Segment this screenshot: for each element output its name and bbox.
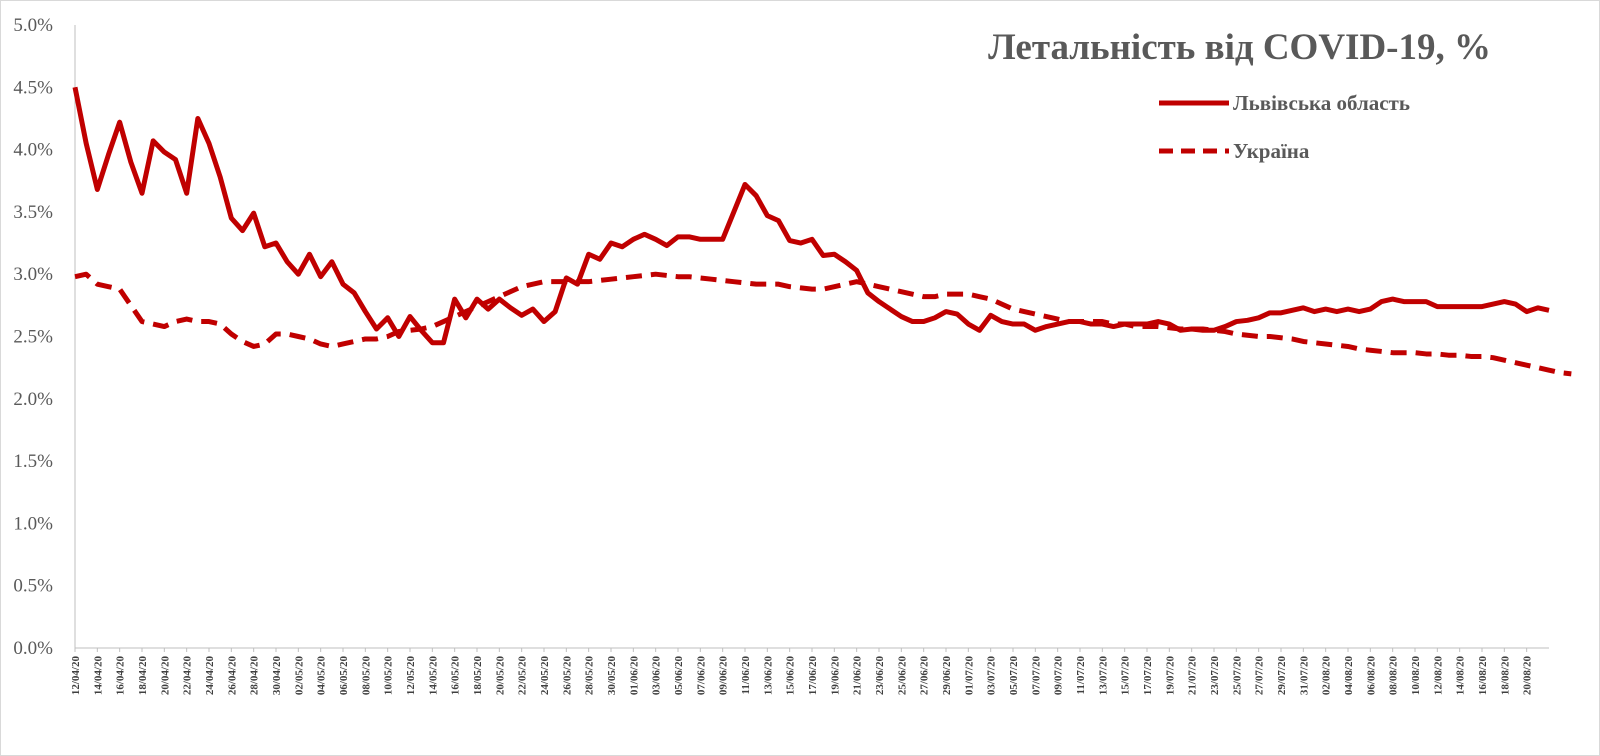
y-tick-label: 3.0% [13,264,53,285]
x-tick-label: 09/06/20 [718,656,730,696]
x-tick-label: 28/04/20 [249,656,261,696]
x-tick-label: 21/07/20 [1187,656,1199,696]
x-tick-label: 05/06/20 [673,656,685,696]
x-tick-label: 18/04/20 [137,656,149,696]
x-tick-label: 12/05/20 [405,656,417,696]
x-tick-label: 01/06/20 [628,656,640,696]
x-tick-label: 04/08/20 [1343,656,1355,696]
x-tick-label: 06/08/20 [1365,656,1377,696]
series-layer [72,86,1572,377]
x-tick-label: 08/05/20 [360,656,372,696]
x-tick-label: 27/07/20 [1254,656,1266,696]
x-tick-label: 02/08/20 [1321,656,1333,696]
x-tick-label: 14/05/20 [427,656,439,696]
series-line-lviv [72,86,1550,346]
x-tick-label: 01/07/20 [963,656,975,696]
legend-label-ukraine: Україна [1233,139,1310,163]
x-tick-label: 14/08/20 [1455,656,1467,696]
x-tick-label: 22/04/20 [182,656,194,696]
x-tick-label: 18/05/20 [472,656,484,696]
x-tick-label: 12/08/20 [1432,656,1444,696]
x-tick-label: 17/06/20 [807,656,819,696]
x-tick-label: 23/06/20 [874,656,886,696]
series-line-ukraine [74,271,1572,377]
x-tick-label: 29/06/20 [941,656,953,696]
y-tick-label: 0.0% [13,638,53,659]
x-tick-label: 20/08/20 [1522,656,1534,696]
x-tick-label: 15/06/20 [785,656,797,696]
y-tick-label: 2.5% [13,327,53,348]
x-tick-label: 12/04/20 [70,656,82,696]
x-tick-label: 27/06/20 [919,656,931,696]
x-tick-label: 13/07/20 [1097,656,1109,696]
y-tick-label: 4.5% [13,77,53,98]
legend: Львівська область Україна [1159,91,1410,163]
x-tick-label: 17/07/20 [1142,656,1154,696]
x-tick-label: 31/07/20 [1298,656,1310,696]
x-tick-label: 05/07/20 [1008,656,1020,696]
x-tick-label: 20/05/20 [494,656,506,696]
x-tick-label: 16/04/20 [115,656,127,696]
axes: 0.0% 0.5% 1.0% 1.5% 2.0% 2.5% 3.0% 3.5% 4.0% 4.5%… [13,15,1549,695]
y-tick-label: 5.0% [13,15,53,36]
x-tick-label: 18/08/20 [1499,656,1511,696]
x-tick-label: 16/08/20 [1477,656,1489,696]
x-tick-label: 03/06/20 [651,656,663,696]
x-tick-label: 16/05/20 [450,656,462,696]
x-tick-label: 04/05/20 [316,656,328,696]
x-tick-label: 14/04/20 [92,656,104,696]
x-tick-label: 30/04/20 [271,656,283,696]
chart-title: Летальність від COVID-19, % [988,27,1491,68]
x-tick-label: 08/08/20 [1388,656,1400,696]
x-tick-label: 11/07/20 [1075,656,1087,695]
x-tick-label: 06/05/20 [338,656,350,696]
x-tick-label: 24/05/20 [539,656,551,696]
y-tick-label: 1.5% [13,451,53,472]
x-tick-label: 15/07/20 [1120,656,1132,696]
x-tick-label: 09/07/20 [1053,656,1065,696]
x-tick-label: 19/06/20 [829,656,841,696]
x-tick-label: 25/07/20 [1231,656,1243,696]
x-tick-label: 07/06/20 [695,656,707,696]
y-tick-label: 2.0% [13,389,53,410]
y-tick-label: 1.0% [13,513,53,534]
x-tick-label: 03/07/20 [986,656,998,696]
x-tick-label: 11/06/20 [740,656,752,695]
x-tick-label: 07/07/20 [1030,656,1042,696]
x-tick-label: 30/05/20 [606,656,618,696]
legend-label-lviv: Львівська область [1233,91,1410,115]
x-tick-label: 25/06/20 [896,656,908,696]
x-tick-label: 26/05/20 [561,656,573,696]
x-tick-label: 10/08/20 [1410,656,1422,696]
y-tick-label: 3.5% [13,202,53,223]
x-tick-label: 26/04/20 [226,656,238,696]
x-tick-label: 02/05/20 [293,656,305,696]
x-tick-label: 19/07/20 [1164,656,1176,696]
x-tick-label: 20/04/20 [159,656,171,696]
y-tick-label: 4.0% [13,140,53,161]
x-tick-label: 24/04/20 [204,656,216,696]
x-tick-label: 28/05/20 [584,656,596,696]
x-tick-label: 22/05/20 [517,656,529,696]
x-tick-label: 13/06/20 [762,656,774,696]
x-tick-label: 10/05/20 [383,656,395,696]
x-tick-label: 21/06/20 [852,656,864,696]
x-tick-label: 23/07/20 [1209,656,1221,696]
x-tick-label: 29/07/20 [1276,656,1288,696]
y-tick-label: 0.5% [13,576,53,597]
